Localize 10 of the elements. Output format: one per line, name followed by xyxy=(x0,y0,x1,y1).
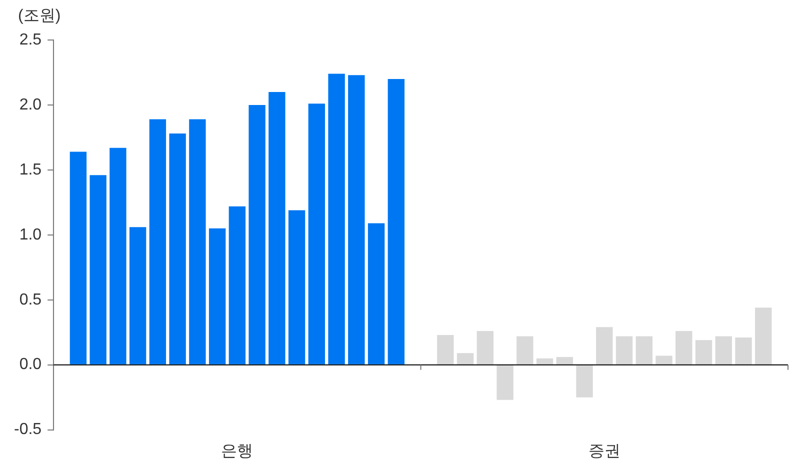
y-axis-title: (조원) xyxy=(18,7,61,24)
y-tick-label: -0.5 xyxy=(14,421,42,438)
y-tick-label: 2.0 xyxy=(19,96,42,114)
y-tick-label: 1.5 xyxy=(19,161,42,178)
x-tick-label: 은행 xyxy=(221,442,254,460)
x-tick-label: 증권 xyxy=(588,442,620,460)
y-tick-label: 1.0 xyxy=(19,226,42,244)
y-tick-label: 0.5 xyxy=(19,291,42,308)
y-tick-label: 2.5 xyxy=(19,31,42,48)
y-tick-label: 0.0 xyxy=(19,356,42,374)
